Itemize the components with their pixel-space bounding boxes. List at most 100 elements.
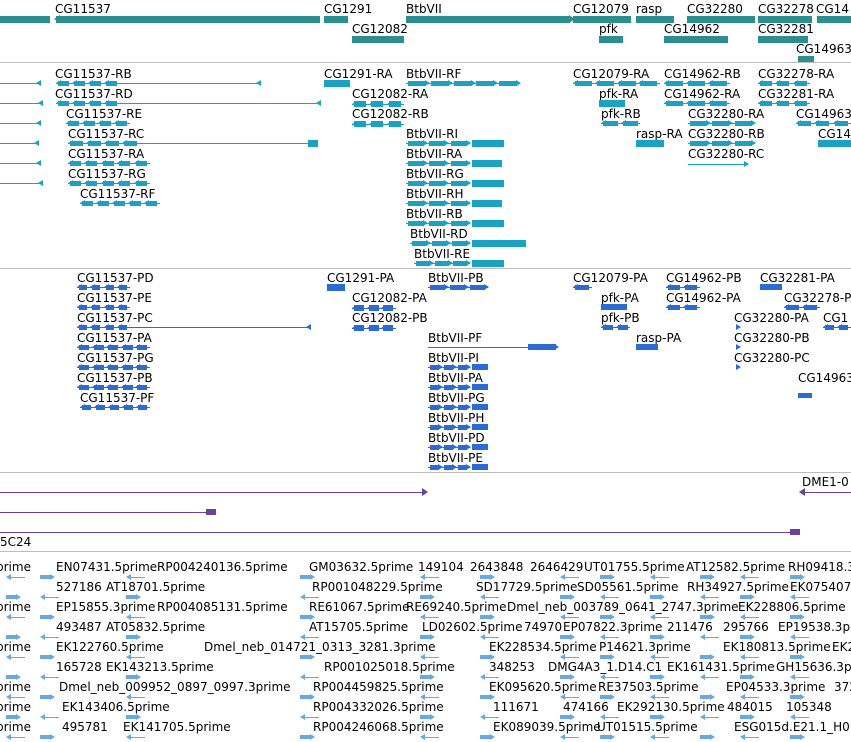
est-label[interactable]: RP004332026.5prime [313,700,444,714]
feature-label[interactable]: CG11537-PC [77,311,153,325]
feature-label[interactable]: BtbVII-RB [406,207,463,221]
feature-label[interactable]: CG32278-PA [784,291,851,305]
feature-label[interactable]: BtbVII-PD [428,431,485,445]
feature-label[interactable]: BtbVII-PB [428,271,484,285]
est-label[interactable]: prime [0,720,31,734]
est-label[interactable]: EK2 [832,640,851,654]
est-label[interactable]: ESG015d.E21.1_H0 [734,720,850,734]
est-label[interactable]: prime [0,560,31,574]
feature-label[interactable]: pfk [599,22,618,36]
feature-label[interactable]: CG14962-RB [664,67,741,81]
feature-label[interactable]: BtbVII [406,2,442,16]
feature-label[interactable]: BtbVII-RH [406,187,464,201]
feature-label[interactable]: CG11537-RE [66,107,143,121]
est-label[interactable]: P14621.3prime [599,640,691,654]
feature-label[interactable]: CG1291 [324,2,373,16]
feature-label[interactable]: BtbVII-RG [406,167,464,181]
feature-label[interactable]: CG32280-RA [688,107,765,121]
feature-label[interactable]: CG11537-PA [77,331,152,345]
feature-label[interactable]: CG14962 [664,22,720,36]
est-label[interactable]: 495781 [62,720,108,734]
feature-label[interactable]: rasp [636,2,663,16]
feature-label[interactable]: CG11537-RD [55,87,133,101]
feature-label[interactable]: BtbVII-PH [428,411,485,425]
est-label[interactable]: 484015 [727,700,773,714]
feature-label[interactable]: CG32281 [758,22,814,36]
feature-label[interactable]: CG11537-PD [77,271,154,285]
feature-label[interactable]: rasp-PA [636,331,682,345]
feature-label[interactable]: CG11537-PB [77,371,153,385]
feature-label[interactable]: CG14962-PA [666,291,741,305]
feature-label[interactable]: CG12079-RA [573,67,650,81]
est-label[interactable]: RP004240136.5prime [157,560,288,574]
est-label[interactable]: 2646429 [530,560,584,574]
est-label[interactable]: 105348 [786,700,832,714]
feature-label[interactable]: CG14962-RA [664,87,741,101]
est-label[interactable]: DMG4A3_1.D14.C1 [548,660,663,674]
est-label[interactable]: 2643848 [470,560,524,574]
feature-label[interactable]: pfk-RB [601,107,641,121]
feature-label[interactable]: CG12082-RA [352,87,429,101]
feature-label[interactable]: CG1 [823,311,849,325]
feature-label[interactable]: CG32280-PB [734,331,810,345]
feature-label[interactable]: CG11537-RG [68,167,146,181]
est-label[interactable]: EK161431.5prime [667,660,775,674]
feature-label[interactable]: DME1-0 [802,475,849,489]
est-label[interactable]: EP04533.3prime [726,680,826,694]
feature-label[interactable]: CG32280 [687,2,743,16]
feature-label[interactable]: CG11537-RA [68,147,145,161]
est-label[interactable]: EK089039.5prime [493,720,601,734]
est-label[interactable]: GM03632.5prime [309,560,414,574]
est-label[interactable]: EP07822.3prime [563,620,663,634]
feature-label[interactable]: CG14962-PB [666,271,742,285]
feature-label[interactable]: pfk-PB [601,311,640,325]
est-label[interactable]: 372 [834,680,851,694]
est-label[interactable]: 348253 [489,660,535,674]
feature-label[interactable]: CG12082-PB [352,311,428,325]
est-label[interactable]: 474166 [563,700,609,714]
est-label[interactable]: 527186 [56,580,102,594]
est-label[interactable]: Dmel_neb_009952_0897_0997.3prime [59,680,291,694]
feature-label[interactable]: CG32281-RA [758,87,835,101]
est-label[interactable]: AT12582.5prime [686,560,786,574]
feature-label[interactable]: CG11537-PG [77,351,154,365]
est-label[interactable]: AT05832.5prime [106,620,206,634]
feature-label[interactable]: BtbVII-PE [428,451,483,465]
est-label[interactable]: RP004085131.5prime [157,600,288,614]
est-label[interactable]: Dmel_neb_003789_0641_2747.3prime [507,600,739,614]
est-label[interactable]: AT15705.5prime [309,620,409,634]
feature-label[interactable]: pfk-PA [601,291,639,305]
est-label[interactable]: 493487 [56,620,102,634]
feature-label[interactable]: CG11537-PF [80,391,155,405]
est-label[interactable]: AT18701.5prime [106,580,206,594]
feature-label[interactable]: CG12082-PA [352,291,427,305]
feature-label[interactable]: CG32280-RC [688,147,765,161]
est-label[interactable]: RP004459825.5prime [313,680,444,694]
est-label[interactable]: RE69240.5prime [406,600,507,614]
feature-label[interactable]: CG14 [816,2,849,16]
est-label[interactable]: EK075407 [790,580,851,594]
est-label[interactable]: 111671 [493,700,539,714]
feature-label[interactable]: CG1291-PA [327,271,395,285]
feature-label[interactable]: CG32278-RA [758,67,835,81]
est-label[interactable]: EK095620.5prime [489,680,597,694]
feature-label[interactable]: CG11537-RB [55,67,132,81]
feature-label[interactable]: CG32280-RB [688,127,765,141]
est-label[interactable]: 74970 [524,620,563,634]
est-label[interactable]: SD17729.5prime [476,580,578,594]
est-label[interactable]: EN07431.5prime [56,560,158,574]
feature-label[interactable]: CG32281-PA [760,271,835,285]
est-label[interactable]: EK122760.5prime [56,640,164,654]
feature-label[interactable]: CG12079-PA [573,271,648,285]
feature-label[interactable]: BtbVII-RI [406,127,459,141]
est-label[interactable]: UT01755.5prime [584,560,685,574]
feature-label[interactable]: CG12082-RB [352,107,429,121]
est-label[interactable]: Dmel_neb_014721_0313_3281.3prime [204,640,436,654]
est-label[interactable]: EP19538.3pr [778,620,851,634]
est-label[interactable]: 295766 [723,620,769,634]
est-label[interactable]: LD02602.5prime [422,620,523,634]
est-label[interactable]: EK228806.5prime [738,600,846,614]
feature-label[interactable]: BtbVII-PI [428,351,479,365]
feature-label[interactable]: pfk-RA [599,87,639,101]
est-label[interactable]: RH34927.5prime [687,580,789,594]
